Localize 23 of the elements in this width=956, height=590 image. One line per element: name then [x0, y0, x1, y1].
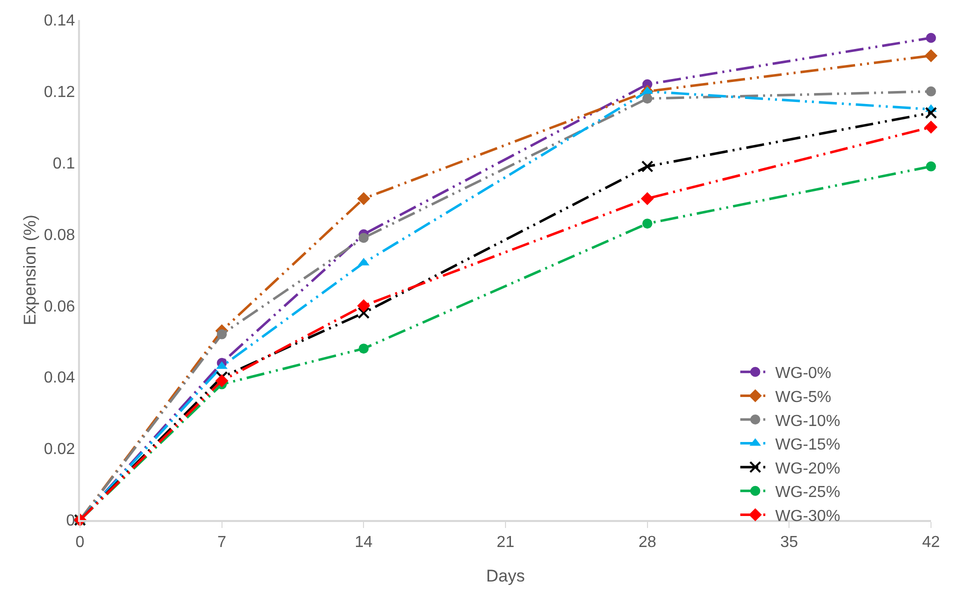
- legend-label: WG-15%: [775, 436, 840, 454]
- x-tick-label: 35: [780, 534, 798, 551]
- legend-label: WG-10%: [775, 412, 840, 430]
- x-axis-title: Days: [486, 566, 525, 586]
- x-tick-label: 7: [217, 534, 226, 551]
- y-tick-label: 0.06: [44, 298, 76, 316]
- legend-label: WG-20%: [775, 460, 840, 478]
- legend-label: WG-25%: [775, 484, 840, 502]
- x-tick-label: 42: [922, 534, 940, 551]
- y-tick-label: 0.08: [44, 226, 76, 244]
- y-tick-label: 0.1: [52, 155, 76, 172]
- y-tick-label: 0.04: [44, 370, 76, 387]
- legend-label: WG-5%: [775, 388, 832, 406]
- x-tick-label: 21: [496, 534, 514, 551]
- y-tick-label: 0.02: [44, 441, 76, 458]
- y-tick-label: 0.14: [44, 12, 76, 30]
- legend-label: WG-0%: [775, 365, 832, 382]
- y-tick-label: 0: [66, 512, 76, 530]
- legend-label: WG-30%: [775, 508, 840, 525]
- y-tick-label: 0.12: [44, 84, 76, 102]
- y-axis-title: Expension (%): [20, 214, 40, 326]
- x-tick-label: 14: [354, 534, 373, 551]
- x-tick-label: 28: [638, 534, 656, 551]
